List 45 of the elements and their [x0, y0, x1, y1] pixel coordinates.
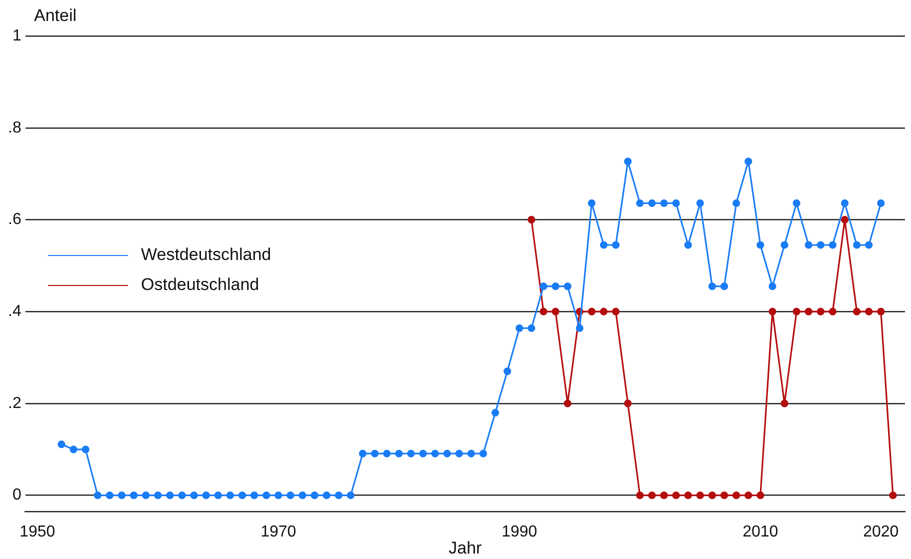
x-tick-label: 1950: [20, 523, 56, 540]
point: [684, 492, 692, 500]
point: [804, 308, 812, 316]
point: [877, 308, 885, 316]
y-tick-label: 1: [12, 27, 22, 44]
y-tick-label: .8: [8, 119, 22, 136]
point: [865, 308, 873, 316]
x-axis-title: Jahr: [448, 538, 482, 558]
x-tick-label: 1970: [260, 523, 296, 540]
point: [588, 308, 596, 316]
x-tick-label: 2020: [863, 523, 899, 540]
point: [889, 492, 897, 500]
point: [612, 308, 620, 316]
point: [792, 308, 800, 316]
point: [672, 492, 680, 500]
point: [600, 308, 608, 316]
point: [816, 308, 824, 316]
x-tick-label: 1990: [502, 523, 538, 540]
point: [720, 492, 728, 500]
legend-label: Westdeutschland: [141, 245, 272, 265]
point: [660, 492, 668, 500]
point: [732, 492, 740, 500]
legend-label: Ostdeutschland: [141, 275, 260, 295]
point: [708, 492, 716, 500]
x-tick-label: 2010: [742, 523, 778, 540]
point: [636, 492, 644, 500]
point: [828, 308, 836, 316]
point: [696, 492, 704, 500]
y-tick-label: .6: [8, 211, 22, 228]
point: [780, 400, 788, 408]
point: [528, 216, 536, 224]
point: [756, 492, 764, 500]
y-tick-label: .4: [8, 303, 22, 320]
point: [624, 400, 632, 408]
y-tick-label: 0: [12, 486, 22, 504]
point: [853, 308, 861, 316]
point: [552, 308, 560, 316]
point: [768, 308, 776, 316]
y-axis-title: Anteil: [34, 6, 77, 26]
point: [648, 492, 656, 500]
y-tick-label: .2: [8, 394, 22, 412]
point: [540, 308, 548, 316]
point: [744, 492, 752, 500]
point: [840, 216, 849, 224]
point: [564, 400, 572, 408]
